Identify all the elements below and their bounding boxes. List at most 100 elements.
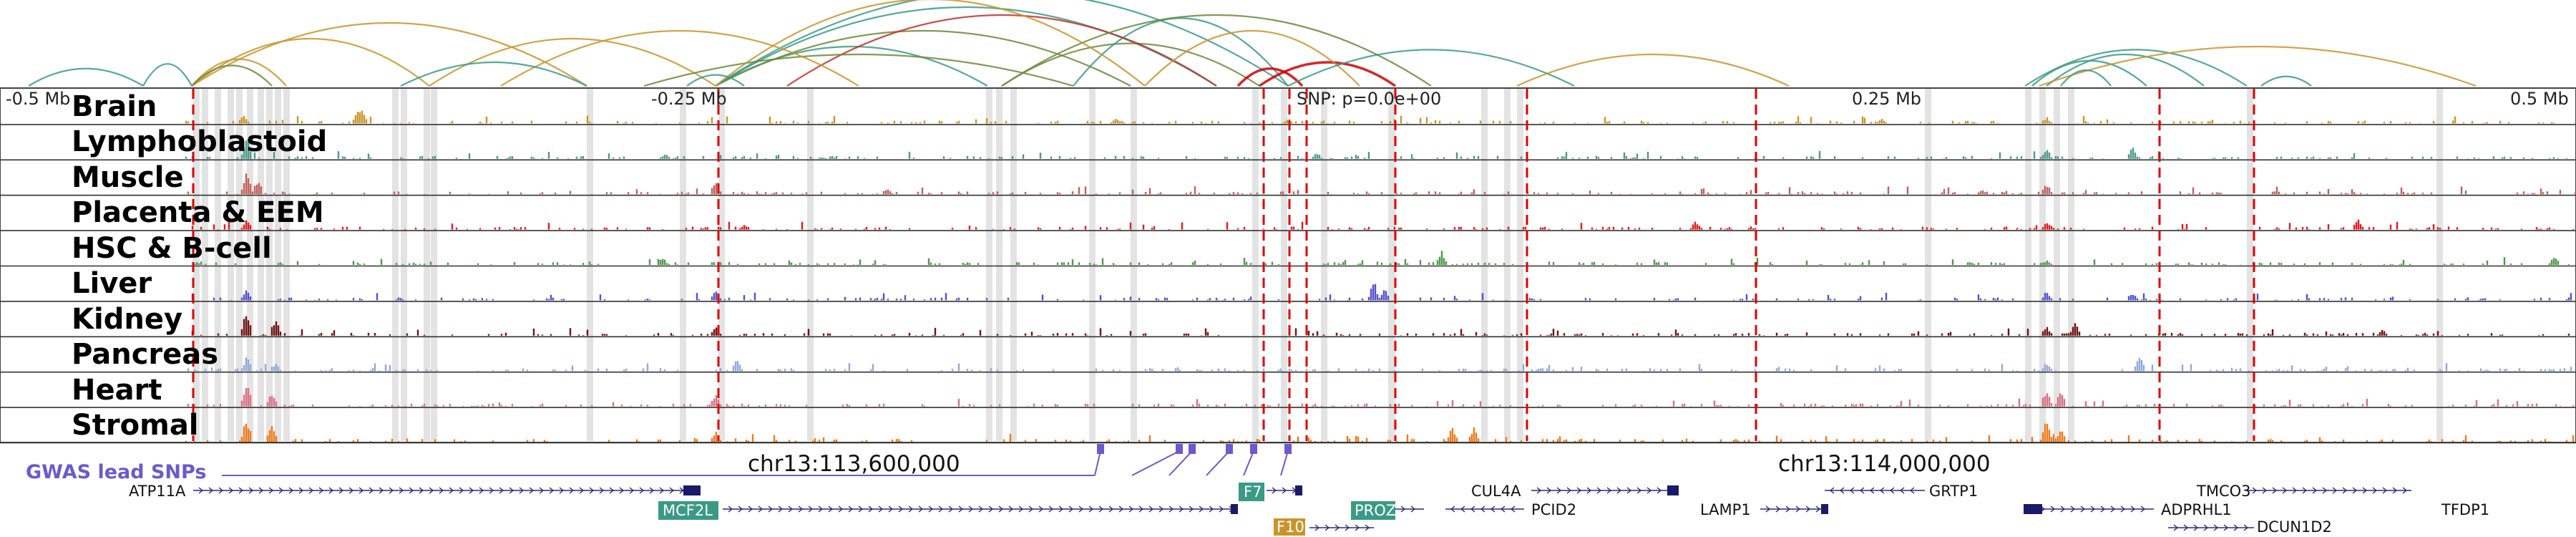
track-label-lymphoblastoid: Lymphoblastoid	[72, 125, 327, 158]
interaction-arc	[191, 58, 287, 87]
highlight-column	[680, 89, 686, 441]
signal-track	[0, 388, 2576, 408]
interaction-arc	[786, 14, 1217, 87]
signal-peaks	[191, 316, 2570, 336]
highlight-column	[807, 89, 814, 441]
gene-f10-box	[1274, 518, 1305, 536]
tracks-panel	[0, 87, 2576, 443]
interaction-arc	[686, 74, 745, 87]
gene-dcun1d2[interactable]: DCUN1D2	[2257, 518, 2332, 536]
gwas-label: GWAS lead SNPs	[26, 461, 206, 483]
highlight-column	[2068, 89, 2074, 441]
gene-adprhl1[interactable]: ADPRHL1	[2161, 501, 2232, 518]
highlight-column	[2025, 89, 2031, 441]
highlight-column	[1504, 89, 1511, 441]
gene-tmco3[interactable]: TMCO3	[2196, 483, 2251, 500]
highlight-column	[2436, 89, 2443, 441]
gwas-snp-marker	[1284, 444, 1292, 454]
track-label-brain: Brain	[72, 90, 157, 123]
highlight-column	[424, 89, 430, 441]
signal-peaks	[185, 139, 2568, 159]
highlight-column	[1517, 89, 1523, 441]
gene-mcf2l-box	[658, 501, 718, 520]
highlight-column	[1281, 89, 1287, 441]
signal-track	[0, 173, 2576, 196]
interaction-arc	[1259, 61, 1396, 87]
highlight-column	[247, 89, 253, 441]
highlight-column	[401, 89, 407, 441]
highlight-column	[283, 89, 290, 441]
interaction-arc	[191, 37, 430, 87]
gene-exon	[1295, 485, 1302, 495]
axis-label-right: 0.5 Mb	[2510, 89, 2569, 109]
interaction-arc	[191, 22, 587, 87]
interaction-arc	[715, 0, 1289, 87]
gwas-snp-marker	[1097, 444, 1104, 454]
gene-strand-chevrons	[1765, 505, 1821, 513]
track-label-placenta: Placenta & EEM	[72, 196, 324, 229]
gene-strand-chevrons	[1400, 505, 1416, 513]
gene-tfdp1[interactable]: TFDP1	[2441, 501, 2489, 518]
track-label-hsc: HSC & B-cell	[72, 232, 272, 265]
gene-atp11a[interactable]: ATP11A	[129, 483, 186, 500]
highlight-column	[236, 89, 243, 441]
gwas-snp-track	[222, 444, 1292, 476]
gwas-snp-marker	[1189, 444, 1196, 454]
gene-grtp1[interactable]: GRTP1	[1929, 483, 1978, 500]
highlight-column	[266, 89, 273, 441]
signal-track	[0, 423, 2576, 444]
signal-track	[0, 357, 2576, 373]
highlight-column	[215, 89, 221, 441]
highlight-columns	[193, 89, 2443, 441]
coordinate-label-left: chr13:113,600,000	[748, 451, 960, 477]
highlight-column	[986, 89, 992, 441]
gene-proz[interactable]: PROZ	[1355, 502, 1396, 519]
coordinate-label-right: chr13:114,000,000	[1778, 451, 1991, 477]
interaction-arc	[643, 53, 1074, 87]
gwas-snp-link	[1206, 450, 1230, 476]
interaction-arc	[2260, 75, 2312, 87]
gene-strand-chevrons	[728, 505, 1234, 513]
interaction-arc	[1516, 53, 1790, 87]
gene-f10[interactable]: F10	[1277, 518, 1304, 536]
axis-label-mid-right: 0.25 Mb	[1852, 89, 1921, 109]
interaction-arc	[715, 0, 1146, 87]
interaction-arc	[500, 29, 859, 87]
gene-exon	[2024, 504, 2042, 514]
interaction-arc	[1001, 42, 1260, 87]
track-labels: Brain Lymphoblastoid Muscle Placenta & E…	[72, 90, 327, 442]
gene-cul4a[interactable]: CUL4A	[1471, 483, 1521, 500]
track-label-kidney: Kidney	[72, 303, 182, 336]
gene-mcf2l[interactable]: MCF2L	[663, 502, 713, 519]
gene-strand-chevrons	[198, 487, 685, 494]
interaction-arcs	[28, 0, 2477, 87]
gene-lamp1[interactable]: LAMP1	[1700, 501, 1751, 518]
gene-track	[193, 485, 2411, 531]
axis-label-mid-left: -0.25 Mb	[651, 89, 727, 109]
signal-track	[0, 110, 2576, 125]
interaction-arc	[400, 62, 587, 87]
gene-labels: ATP11A MCF2L F7 F10 PROZ CUL4A PCID2 LAM…	[129, 483, 2489, 536]
interaction-arc	[2039, 45, 2477, 87]
gwas-snp-link	[1243, 450, 1254, 476]
highlight-column	[1010, 89, 1017, 441]
gene-exon	[1667, 485, 1679, 495]
gene-pcid2[interactable]: PCID2	[1531, 501, 1576, 518]
signal-tracks	[0, 110, 2576, 444]
interaction-arc	[1287, 49, 1575, 87]
highlight-column	[1925, 89, 1931, 441]
interaction-arc	[2046, 54, 2205, 87]
gene-strand-chevrons	[1450, 505, 1516, 513]
snp-pvalue-label: SNP: p=0.0e+00	[1297, 89, 1441, 109]
track-label-muscle: Muscle	[72, 161, 184, 194]
interaction-arc	[2060, 69, 2112, 87]
gene-strand-chevrons	[1536, 487, 1672, 494]
signal-peaks	[185, 110, 2555, 124]
gene-f7[interactable]: F7	[1244, 483, 1262, 500]
gene-strand-chevrons	[2173, 524, 2249, 531]
highlight-column	[1252, 89, 1259, 441]
gwas-snp-marker	[1176, 444, 1183, 454]
gene-strand-chevrons	[2252, 487, 2408, 494]
signal-track	[0, 316, 2576, 338]
